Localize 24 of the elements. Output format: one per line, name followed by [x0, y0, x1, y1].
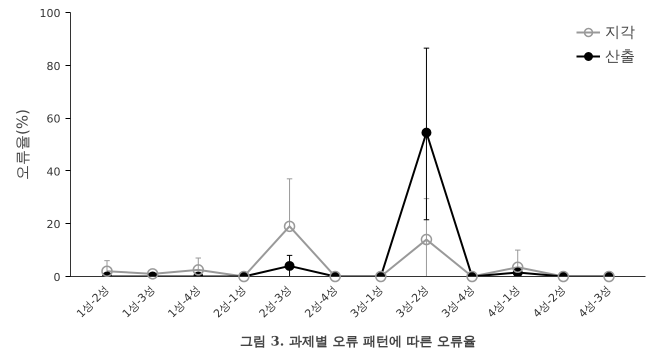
- y-axis-title: 오류율(%): [14, 109, 32, 180]
- point: [558, 270, 570, 282]
- point: [284, 260, 295, 271]
- point: [375, 270, 387, 282]
- y-tick-label: 60: [46, 112, 61, 126]
- caption: 그림 3. 과제별 오류 패턴에 따른 오류율: [240, 334, 476, 350]
- y-tick-label: 20: [46, 218, 61, 232]
- point: [329, 270, 341, 282]
- point: [420, 234, 432, 246]
- legend-label: 산출: [605, 46, 635, 66]
- y-tick-label: 100: [40, 7, 61, 20]
- point: [603, 270, 615, 282]
- point: [421, 128, 432, 138]
- y-tick-label: 80: [46, 60, 61, 73]
- y-tick-label: 40: [46, 165, 61, 178]
- legend-label: 지각: [605, 22, 635, 42]
- y-tick-label: 0: [54, 271, 60, 284]
- point: [192, 264, 204, 276]
- point: [284, 220, 296, 232]
- point: [101, 265, 113, 277]
- point: [466, 270, 478, 282]
- point: [512, 262, 524, 273]
- point: [238, 270, 250, 282]
- point: [146, 268, 158, 280]
